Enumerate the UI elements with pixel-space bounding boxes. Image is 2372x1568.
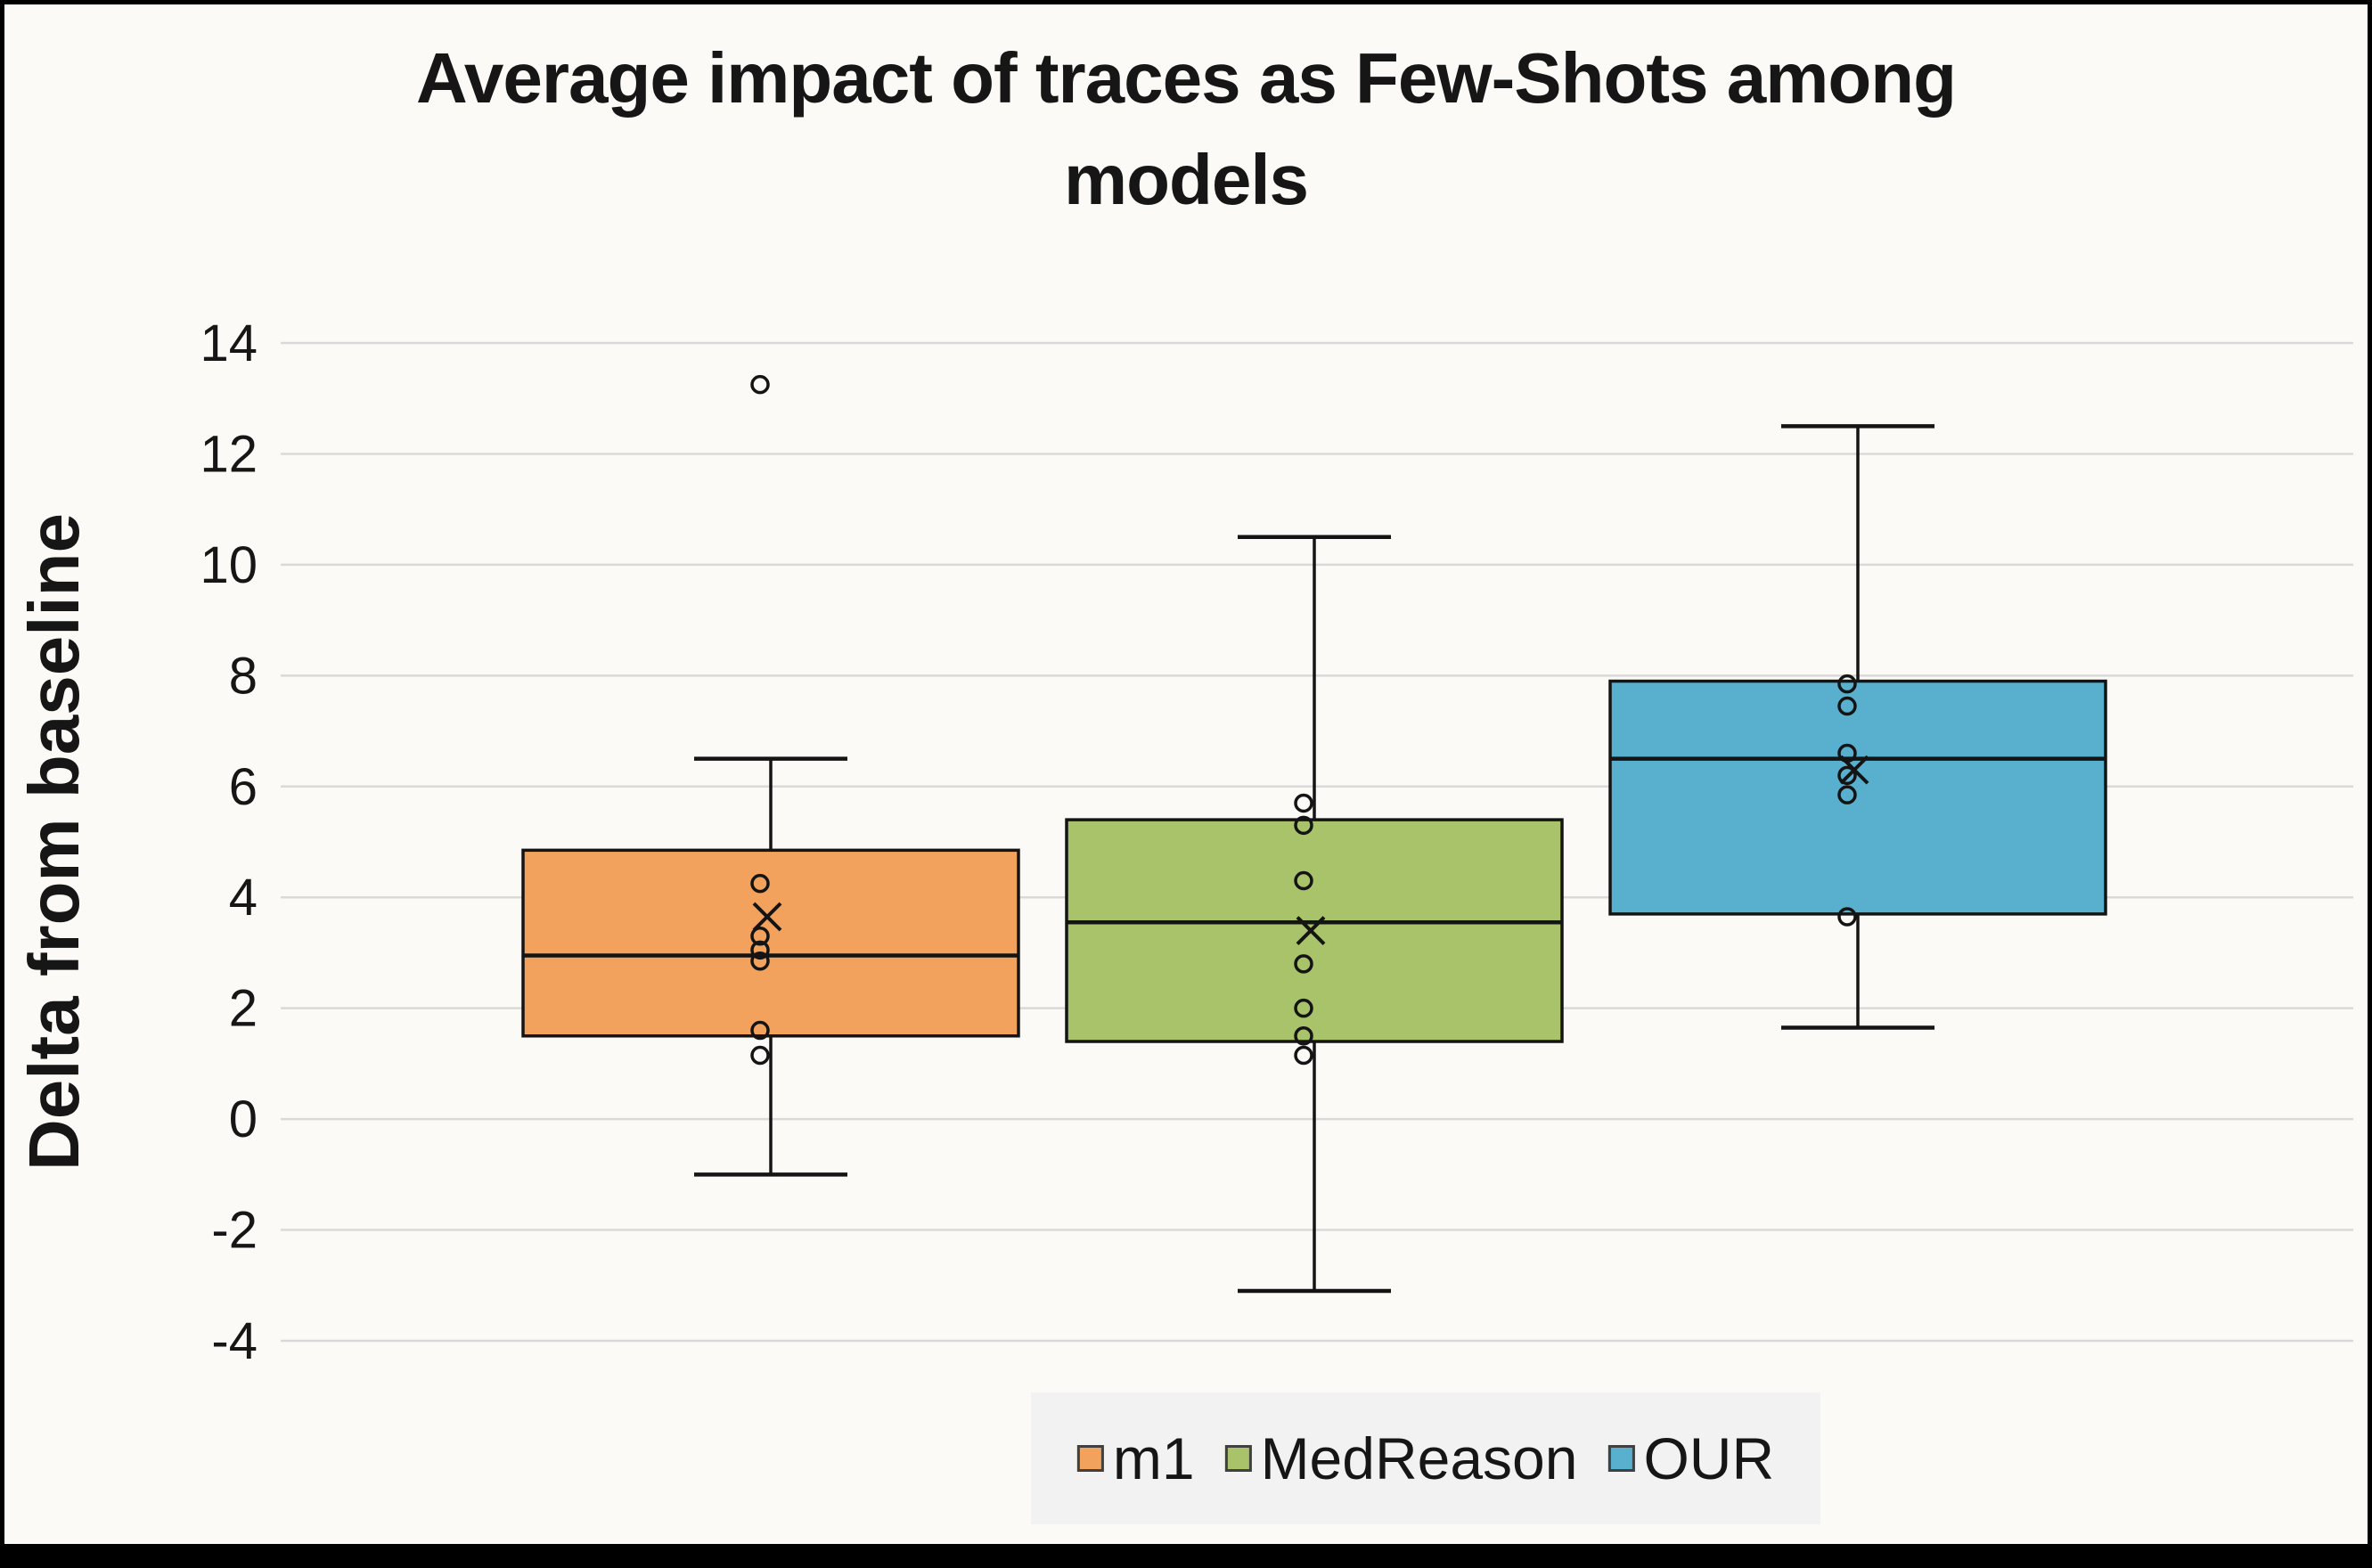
legend-label-medreason: MedReason bbox=[1260, 1425, 1578, 1491]
legend-swatch-medreason bbox=[1224, 1445, 1252, 1472]
bottom-bar bbox=[4, 1544, 2368, 1564]
legend-label-m1: m1 bbox=[1112, 1425, 1195, 1491]
svg-text:12: 12 bbox=[200, 425, 258, 483]
svg-text:2: 2 bbox=[229, 980, 258, 1038]
legend-item-our: OUR bbox=[1607, 1425, 1774, 1492]
chart-title: Average impact of traces as Few-Shots am… bbox=[416, 38, 1957, 219]
legend-item-m1: m1 bbox=[1076, 1425, 1195, 1492]
legend-label-our: OUR bbox=[1643, 1425, 1775, 1491]
boxplot-svg: 14 12 10 8 6 4 2 0 -2 -4 bbox=[200, 314, 2353, 1370]
svg-text:10: 10 bbox=[200, 536, 258, 594]
svg-text:6: 6 bbox=[229, 758, 258, 816]
svg-text:-4: -4 bbox=[211, 1312, 258, 1370]
svg-text:14: 14 bbox=[200, 314, 258, 372]
legend: m1 MedReason OUR bbox=[1030, 1392, 1821, 1524]
svg-text:8: 8 bbox=[229, 647, 258, 705]
legend-swatch-m1 bbox=[1076, 1445, 1104, 1472]
svg-text:0: 0 bbox=[229, 1090, 258, 1148]
legend-item-medreason: MedReason bbox=[1224, 1425, 1578, 1492]
svg-text:4: 4 bbox=[229, 869, 258, 927]
svg-text:-2: -2 bbox=[211, 1202, 258, 1260]
legend-swatch-our bbox=[1607, 1445, 1635, 1472]
